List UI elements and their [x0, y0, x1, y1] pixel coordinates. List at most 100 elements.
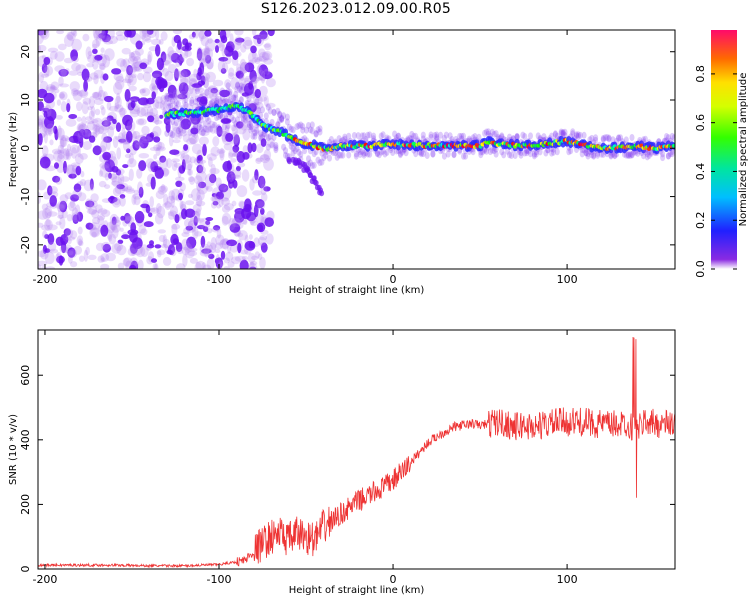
ridge-halo-cell [430, 150, 436, 158]
noise-cell [58, 69, 69, 77]
noise-cell [194, 87, 205, 93]
noise-cell [254, 129, 260, 136]
noise-cell [85, 46, 92, 60]
noise-cell [250, 45, 257, 54]
noise-cell [46, 211, 58, 217]
noise-cell [260, 153, 270, 164]
ridge-halo-cell [560, 129, 566, 136]
ridge-halo-cell [221, 117, 227, 125]
ridge-halo-cell [170, 97, 175, 105]
noise-cell [221, 197, 231, 206]
ridge-halo-cell [250, 91, 256, 99]
ridge-halo-cell [221, 123, 227, 131]
noise-cell [114, 79, 125, 90]
noise-cell [56, 30, 65, 35]
ridge-halo-cell [575, 131, 581, 139]
noise-cell [247, 252, 256, 264]
noise-cell [107, 126, 115, 138]
noise-cell [88, 110, 95, 121]
noise-cell [87, 121, 95, 131]
noise-cell [188, 34, 196, 40]
ridge-halo-cell [164, 92, 170, 100]
noise-cell [155, 30, 160, 40]
ridge-halo-cell [627, 150, 633, 158]
ridge-halo-cell [237, 122, 242, 130]
branch-cell [295, 159, 301, 166]
top-ytick: 0 [19, 145, 675, 152]
noise-cell [154, 167, 164, 179]
noise-cell [70, 147, 78, 159]
noise-cell [252, 30, 257, 36]
ridge-halo-cell [191, 126, 197, 134]
noise-cell [190, 188, 201, 202]
noise-cell [67, 247, 76, 258]
noise-cell [232, 124, 238, 137]
ridge-halo-cell [583, 149, 589, 157]
ridge-halo-cell [216, 124, 221, 132]
noise-cell [45, 266, 56, 269]
noise-cell [263, 58, 274, 65]
ridge-halo-cell [428, 131, 434, 139]
ridge-halo-cell [625, 151, 631, 159]
ridge-halo-cell [233, 90, 239, 98]
noise-cell [145, 204, 151, 214]
top-ytick-label: 0 [19, 145, 32, 152]
noise-cell [169, 149, 180, 155]
noise-cell [63, 160, 67, 174]
ridge-halo-cell [193, 121, 198, 129]
noise-cell [260, 71, 266, 84]
ridge-halo-cell [472, 133, 478, 140]
noise-cell [78, 240, 84, 247]
noise-cell [267, 137, 275, 148]
noise-cell [59, 91, 65, 99]
noise-cell [97, 215, 105, 225]
noise-cell [134, 210, 145, 224]
ridge-halo-cell [669, 132, 675, 140]
noise-cell [73, 245, 83, 255]
top-xtick-label: 100 [557, 273, 578, 286]
noise-cell [207, 120, 216, 129]
noise-cell [63, 57, 74, 64]
noise-cell [180, 129, 188, 137]
noise-cell [119, 107, 126, 118]
ridge-halo-cell [300, 123, 306, 130]
ridge-halo-cell [168, 93, 174, 101]
noise-cell [248, 214, 257, 224]
noise-cell [38, 31, 44, 45]
noise-cell [214, 95, 220, 101]
noise-cell [121, 234, 130, 240]
noise-cell [259, 154, 269, 160]
colorbar-tick: 0.8 [694, 65, 737, 83]
noise-cell [148, 212, 153, 218]
noise-cell [141, 88, 147, 94]
noise-cell [242, 152, 250, 160]
ridge-halo-cell [671, 134, 675, 142]
ridge-halo-cell [543, 149, 549, 157]
noise-cell [263, 157, 274, 171]
noise-cell [67, 31, 76, 42]
ridge-halo-cell [177, 125, 183, 133]
noise-cell [222, 186, 232, 200]
noise-cell [59, 194, 69, 203]
noise-cell [43, 57, 51, 65]
ridge-halo-cell [451, 151, 457, 159]
ridge-halo-cell [665, 152, 671, 160]
noise-cell [127, 247, 136, 257]
noise-cell [189, 156, 197, 164]
noise-cell [129, 105, 140, 118]
noise-cell [132, 140, 140, 151]
bottom-xtick: -100 [207, 330, 231, 586]
noise-cell [263, 68, 271, 75]
noise-cell [182, 154, 192, 164]
ridge-halo-cell [288, 142, 294, 150]
noise-cell [106, 137, 111, 151]
top-x-axis-title: Height of straight line (km) [289, 285, 425, 296]
noise-cell [38, 210, 49, 220]
noise-cell [60, 234, 69, 245]
noise-cell [58, 91, 68, 101]
noise-cell [41, 63, 48, 74]
ridge-halo-cell [501, 151, 507, 159]
ridge-halo-cell [627, 152, 633, 159]
noise-cell [205, 186, 213, 192]
noise-cell [116, 184, 125, 190]
